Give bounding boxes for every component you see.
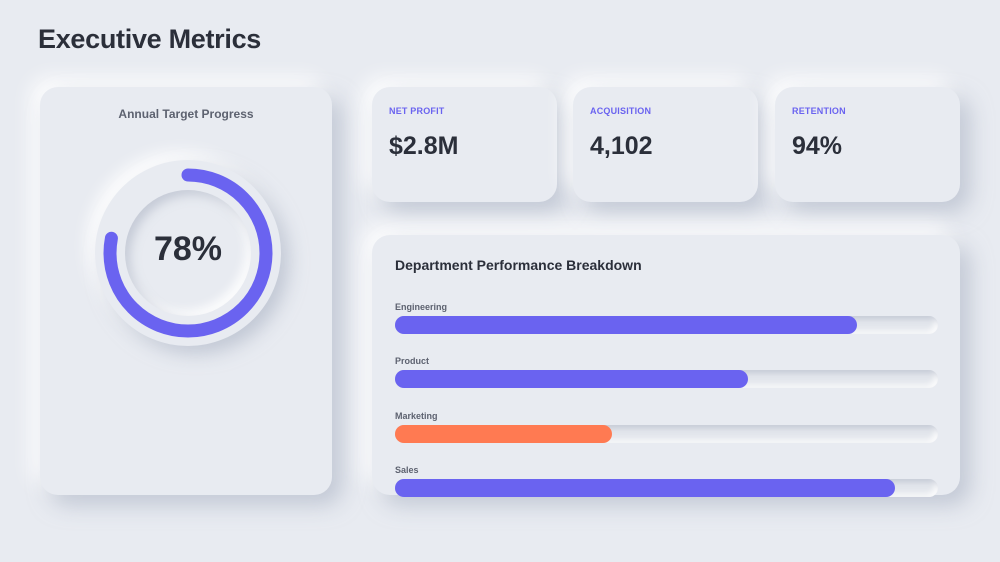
progress-ring: 78% bbox=[95, 160, 281, 346]
annual-target-title: Annual Target Progress bbox=[118, 107, 254, 121]
kpi-label: NET PROFIT bbox=[389, 106, 445, 116]
kpi-card-net-profit: NET PROFIT $2.8M bbox=[372, 87, 557, 202]
department-bar-track bbox=[395, 425, 938, 443]
kpi-value: $2.8M bbox=[389, 132, 459, 160]
department-label: Sales bbox=[395, 465, 419, 475]
department-performance-title: Department Performance Breakdown bbox=[395, 257, 642, 273]
kpi-card-acquisition: ACQUISITION 4,102 bbox=[573, 87, 758, 202]
department-row-sales: Sales bbox=[395, 465, 938, 505]
progress-ring-inner bbox=[125, 190, 251, 316]
department-label: Engineering bbox=[395, 302, 448, 312]
department-row-engineering: Engineering bbox=[395, 302, 938, 342]
kpi-label: ACQUISITION bbox=[590, 106, 652, 116]
department-performance-card: Department Performance Breakdown Enginee… bbox=[372, 235, 960, 497]
kpi-card-retention: RETENTION 94% bbox=[775, 87, 960, 202]
progress-ring-value: 78% bbox=[153, 230, 223, 268]
department-label: Marketing bbox=[395, 411, 438, 421]
kpi-value: 4,102 bbox=[590, 132, 653, 160]
kpi-label: RETENTION bbox=[792, 106, 846, 116]
progress-ring-arc bbox=[103, 168, 273, 338]
department-label: Product bbox=[395, 356, 430, 366]
page-title: Executive Metrics bbox=[38, 24, 262, 54]
department-row-product: Product bbox=[395, 356, 938, 396]
department-bar-track bbox=[395, 479, 938, 497]
department-bar-fill bbox=[395, 425, 613, 443]
department-bar-fill bbox=[395, 370, 748, 388]
annual-target-card: Annual Target Progress 78% bbox=[40, 87, 332, 495]
department-row-marketing: Marketing bbox=[395, 411, 938, 451]
department-bar-track bbox=[395, 370, 938, 388]
department-bar-track bbox=[395, 316, 938, 334]
department-bar-fill bbox=[395, 316, 857, 334]
kpi-value: 94% bbox=[792, 132, 843, 160]
department-bar-fill bbox=[395, 479, 895, 497]
progress-ring-svg bbox=[103, 168, 273, 338]
